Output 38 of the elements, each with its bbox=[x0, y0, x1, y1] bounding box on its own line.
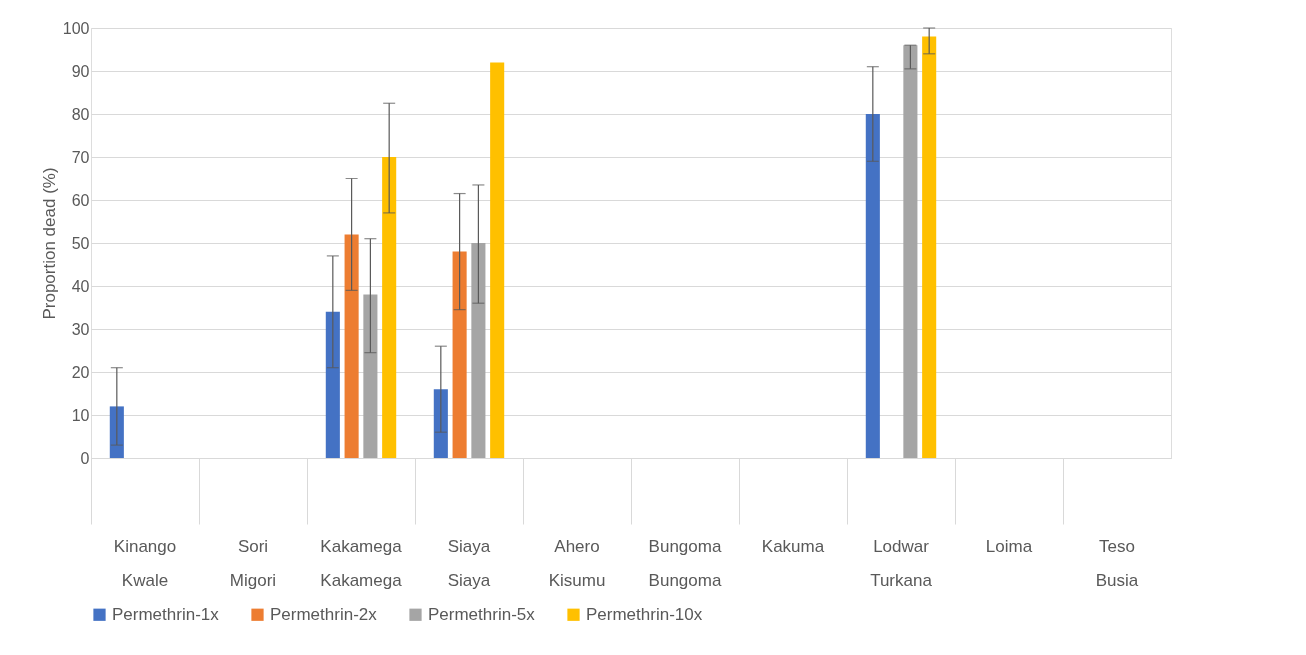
x-tick-label: Teso Busia bbox=[1095, 536, 1139, 590]
x-tick-label: Loima bbox=[985, 536, 1033, 556]
bar bbox=[433, 389, 448, 458]
bar bbox=[471, 243, 486, 458]
bar bbox=[325, 311, 340, 458]
x-tick-label: Kakamega Kakamega bbox=[320, 536, 403, 590]
bar bbox=[109, 406, 124, 458]
y-tick-label: 70 bbox=[71, 148, 90, 166]
x-tick-label: Lodwar Turkana bbox=[870, 536, 933, 590]
y-axis-title: Proportion dead (%) bbox=[39, 167, 59, 320]
legend-label: Permethrin-2x bbox=[270, 604, 378, 624]
legend-label: Permethrin-1x bbox=[112, 604, 220, 624]
y-tick-label: 60 bbox=[71, 191, 90, 209]
x-tick-label: Kakuma bbox=[761, 536, 825, 556]
y-tick-label: 10 bbox=[71, 406, 90, 424]
y-tick-label: 50 bbox=[71, 234, 90, 252]
y-tick-label: 90 bbox=[71, 62, 90, 80]
legend-label: Permethrin-10x bbox=[586, 604, 703, 624]
bar bbox=[452, 251, 467, 458]
bar bbox=[865, 114, 880, 458]
bar bbox=[344, 234, 359, 458]
y-tick-label: 80 bbox=[71, 105, 90, 123]
y-tick-label: 30 bbox=[71, 320, 90, 338]
x-tick-label: Ahero Kisumu bbox=[548, 536, 606, 590]
x-tick-label: Kinango Kwale bbox=[113, 536, 177, 590]
x-tick-label: Sori Migori bbox=[229, 536, 277, 590]
y-tick-label: 40 bbox=[71, 277, 90, 295]
y-tick-label: 0 bbox=[80, 449, 90, 467]
x-tick-label: Siaya Siaya bbox=[447, 536, 491, 590]
bar bbox=[490, 62, 505, 458]
y-tick-label: 100 bbox=[62, 19, 90, 37]
y-tick-label: 20 bbox=[71, 363, 90, 381]
bar bbox=[363, 294, 378, 458]
x-tick-label: Bungoma Bungoma bbox=[648, 536, 722, 590]
bar bbox=[903, 45, 918, 458]
legend-label: Permethrin-5x bbox=[428, 604, 536, 624]
bar bbox=[922, 36, 937, 458]
bar bbox=[382, 157, 397, 458]
